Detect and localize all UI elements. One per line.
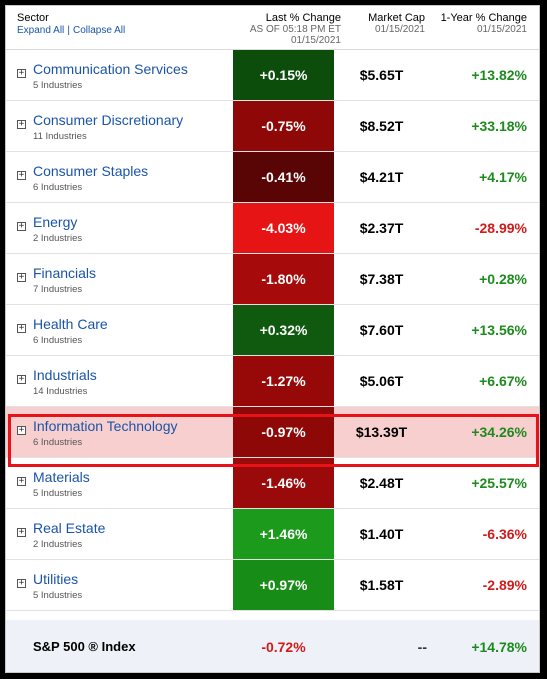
sector-name-link[interactable]: Utilities <box>33 571 79 587</box>
sp500-last-change: -0.72% <box>261 639 306 655</box>
industry-count: 2 Industries <box>33 539 83 550</box>
sector-header-label: Sector <box>17 12 49 24</box>
expand-row-icon[interactable]: + <box>17 119 26 129</box>
last-change-heat-cell: -1.27% <box>233 356 334 406</box>
industry-count: 7 Industries <box>33 284 83 295</box>
market-cap-value: $5.06T <box>359 373 404 389</box>
sector-name-link[interactable]: Consumer Discretionary <box>33 112 184 128</box>
sector-name-link[interactable]: Materials <box>33 469 90 485</box>
market-cap-value: $1.40T <box>359 526 404 542</box>
market-cap-value: $7.60T <box>359 322 404 338</box>
market-cap-column-header[interactable]: Market Cap 01/15/2021 <box>348 12 425 35</box>
market-cap-value: $2.37T <box>359 220 404 236</box>
sector-name-link[interactable]: Financials <box>33 265 97 281</box>
expand-row-icon[interactable]: + <box>17 578 26 588</box>
one-year-change-value: +13.56% <box>471 322 527 338</box>
sector-row[interactable]: + Health Care 6 Industries +0.32% $7.60T +13.… <box>6 305 539 356</box>
collapse-all-link[interactable]: Collapse All <box>73 25 126 36</box>
sector-row[interactable]: + Utilities 5 Industries +0.97% $1.58T -2.89% <box>6 560 539 611</box>
sector-name-link[interactable]: Consumer Staples <box>33 163 149 179</box>
one-year-change-value: +4.17% <box>479 169 527 185</box>
expand-row-icon[interactable]: + <box>17 476 26 486</box>
table-header: Sector Expand All | Collapse All Last % … <box>6 6 539 50</box>
expand-row-icon[interactable]: + <box>17 374 26 384</box>
sp500-label: S&P 500 ® Index <box>33 639 136 654</box>
industry-count: 11 Industries <box>33 131 87 142</box>
last-change-heat-cell: +0.15% <box>233 50 334 100</box>
expand-row-icon[interactable]: + <box>17 221 26 231</box>
last-change-heat-cell: -0.97% <box>233 407 334 457</box>
industry-count: 5 Industries <box>33 488 83 499</box>
industry-count: 5 Industries <box>33 80 83 91</box>
last-change-column-header[interactable]: Last % Change AS OF 05:18 PM ET 01/15/20… <box>233 12 341 46</box>
last-change-heat-cell: -0.41% <box>233 152 334 202</box>
sector-name-link[interactable]: Information Technology <box>33 418 178 434</box>
industry-count: 6 Industries <box>33 335 83 346</box>
last-change-heat-cell: +0.97% <box>233 560 334 610</box>
expand-row-icon[interactable]: + <box>17 425 26 435</box>
expand-all-link[interactable]: Expand All <box>17 25 65 36</box>
market-cap-value: $2.48T <box>359 475 404 491</box>
one-year-header-label: 1-Year % Change <box>440 12 527 24</box>
last-change-header-label: Last % Change <box>265 12 341 24</box>
sector-row[interactable]: + Materials 5 Industries -1.46% $2.48T +25.57… <box>6 458 539 509</box>
industry-count: 6 Industries <box>33 182 83 193</box>
last-change-heat-cell: +1.46% <box>233 509 334 559</box>
market-cap-date: 01/15/2021 <box>374 24 425 35</box>
sector-name-link[interactable]: Energy <box>33 214 78 230</box>
sector-row[interactable]: + Consumer Discretionary 11 Industries -0.7… <box>6 101 539 152</box>
one-year-change-value: +0.28% <box>479 271 527 287</box>
expand-row-icon[interactable]: + <box>17 170 26 180</box>
sector-row[interactable]: + Consumer Staples 6 Industries -0.41% $4.21… <box>6 152 539 203</box>
sector-name-link[interactable]: Communication Services <box>33 61 188 77</box>
one-year-change-value: -28.99% <box>474 220 527 236</box>
last-change-heat-cell: -4.03% <box>233 203 334 253</box>
one-year-change-value: +33.18% <box>471 118 527 134</box>
expand-row-icon[interactable]: + <box>17 68 26 78</box>
sector-name-link[interactable]: Industrials <box>33 367 97 383</box>
one-year-change-value: +6.67% <box>479 373 527 389</box>
expand-row-icon[interactable]: + <box>17 272 26 282</box>
one-year-change-value: +25.57% <box>471 475 527 491</box>
industry-count: 2 Industries <box>33 233 83 244</box>
last-change-date: 01/15/2021 <box>290 35 341 46</box>
market-cap-value: $13.39T <box>355 424 408 440</box>
last-change-asof: AS OF 05:18 PM ET <box>249 24 341 35</box>
market-cap-value: $7.38T <box>359 271 404 287</box>
market-cap-value: $8.52T <box>359 118 404 134</box>
sector-row[interactable]: + Financials 7 Industries -1.80% $7.38T +0.28… <box>6 254 539 305</box>
sector-row[interactable]: + Communication Services 5 Industries +0.15… <box>6 50 539 101</box>
last-change-heat-cell: +0.32% <box>233 305 334 355</box>
sp500-index-row: S&P 500 ® Index -0.72% -- +14.78% <box>6 620 539 672</box>
market-cap-header-label: Market Cap <box>368 12 425 24</box>
expand-row-icon[interactable]: + <box>17 323 26 333</box>
sector-name-link[interactable]: Health Care <box>33 316 108 332</box>
sector-row[interactable]: + Real Estate 2 Industries +1.46% $1.40T -6.3… <box>6 509 539 560</box>
sector-row[interactable]: + Energy 2 Industries -4.03% $2.37T -28.99% <box>6 203 539 254</box>
sp500-market-cap: -- <box>417 639 427 655</box>
one-year-change-value: -6.36% <box>482 526 527 542</box>
industry-count: 5 Industries <box>33 590 83 601</box>
last-change-heat-cell: -0.75% <box>233 101 334 151</box>
one-year-change-value: -2.89% <box>482 577 527 593</box>
sp500-one-year-change: +14.78% <box>471 639 527 655</box>
one-year-column-header[interactable]: 1-Year % Change 01/15/2021 <box>430 12 527 35</box>
last-change-heat-cell: -1.46% <box>233 458 334 508</box>
link-separator: | <box>67 25 70 36</box>
sector-column-header: Sector Expand All | Collapse All <box>17 12 125 37</box>
one-year-change-value: +34.26% <box>471 424 527 440</box>
market-cap-value: $4.21T <box>359 169 404 185</box>
sector-name-link[interactable]: Real Estate <box>33 520 106 536</box>
market-cap-value: $5.65T <box>359 67 404 83</box>
one-year-date: 01/15/2021 <box>476 24 527 35</box>
industry-count: 14 Industries <box>33 386 88 397</box>
sector-row[interactable]: + Industrials 14 Industries -1.27% $5.06T +6.… <box>6 356 539 407</box>
last-change-heat-cell: -1.80% <box>233 254 334 304</box>
expand-row-icon[interactable]: + <box>17 527 26 537</box>
industry-count: 6 Industries <box>33 437 83 448</box>
sector-performance-panel: Sector Expand All | Collapse All Last % … <box>5 5 540 673</box>
one-year-change-value: +13.82% <box>471 67 527 83</box>
market-cap-value: $1.58T <box>359 577 404 593</box>
sector-row[interactable]: + Information Technology 6 Industries -0.97… <box>6 407 539 458</box>
